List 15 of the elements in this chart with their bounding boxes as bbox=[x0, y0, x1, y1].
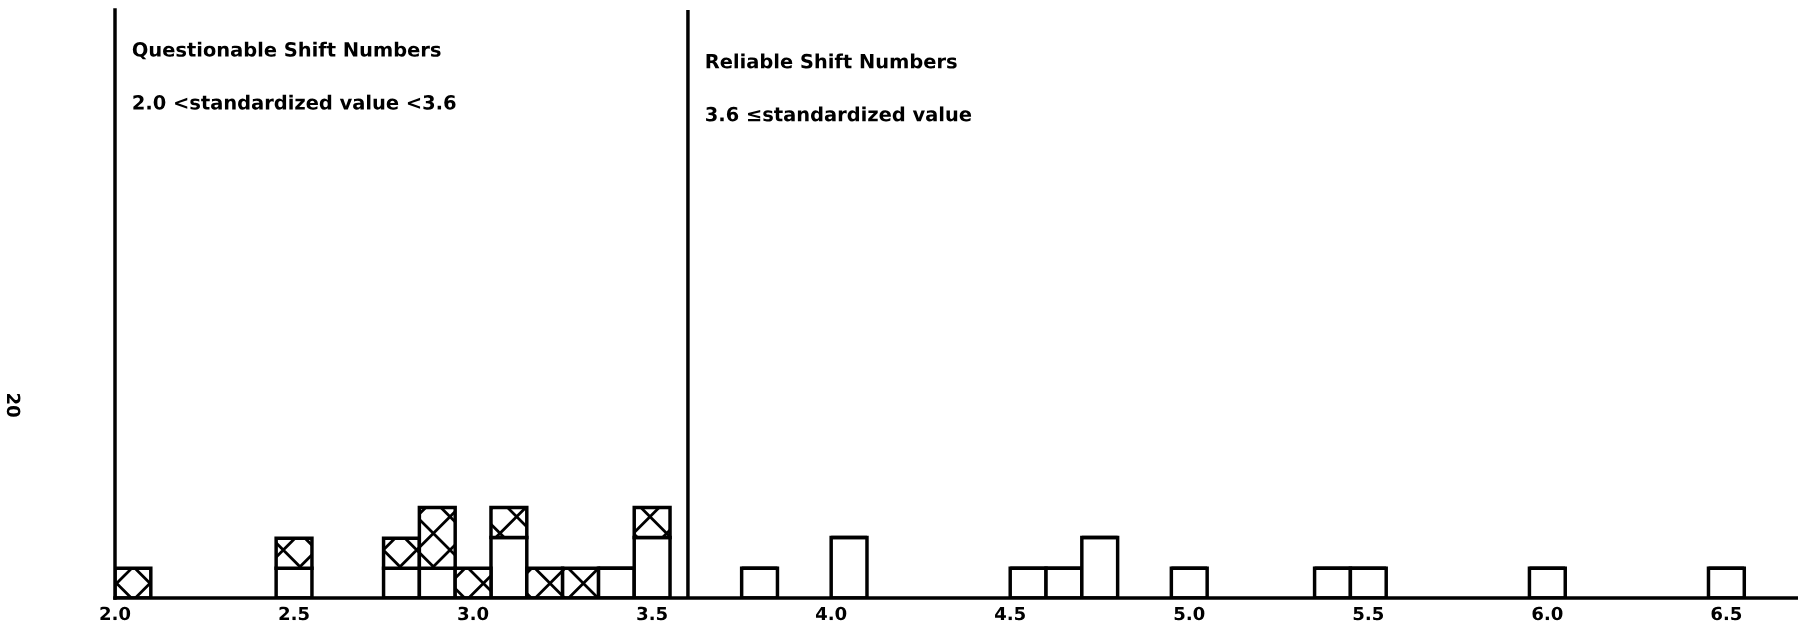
x-tick-label: 2.5 bbox=[279, 606, 309, 621]
x-tick-label: 5.0 bbox=[1174, 606, 1205, 621]
text: 20 bbox=[6, 393, 21, 417]
x-tick-label: 6.0 bbox=[1532, 606, 1563, 621]
text: Reliable Shift Numbers bbox=[706, 53, 957, 69]
x-tick-label: 5.5 bbox=[1353, 606, 1384, 621]
x-tick-label: 3.5 bbox=[637, 606, 667, 621]
x-tick-label: 6.5 bbox=[1711, 606, 1742, 621]
x-tick-label: 3.0 bbox=[458, 606, 489, 621]
x-tick-label: 4.5 bbox=[995, 606, 1025, 621]
x-tick-label: 4.0 bbox=[815, 606, 847, 621]
text: Questionable Shift Numbers bbox=[132, 41, 441, 60]
text: 3.6 ≤standardized value bbox=[706, 106, 972, 122]
x-tick-label: 2.0 bbox=[100, 606, 131, 621]
text: 2.0 <standardized value <3.6 bbox=[133, 94, 456, 110]
